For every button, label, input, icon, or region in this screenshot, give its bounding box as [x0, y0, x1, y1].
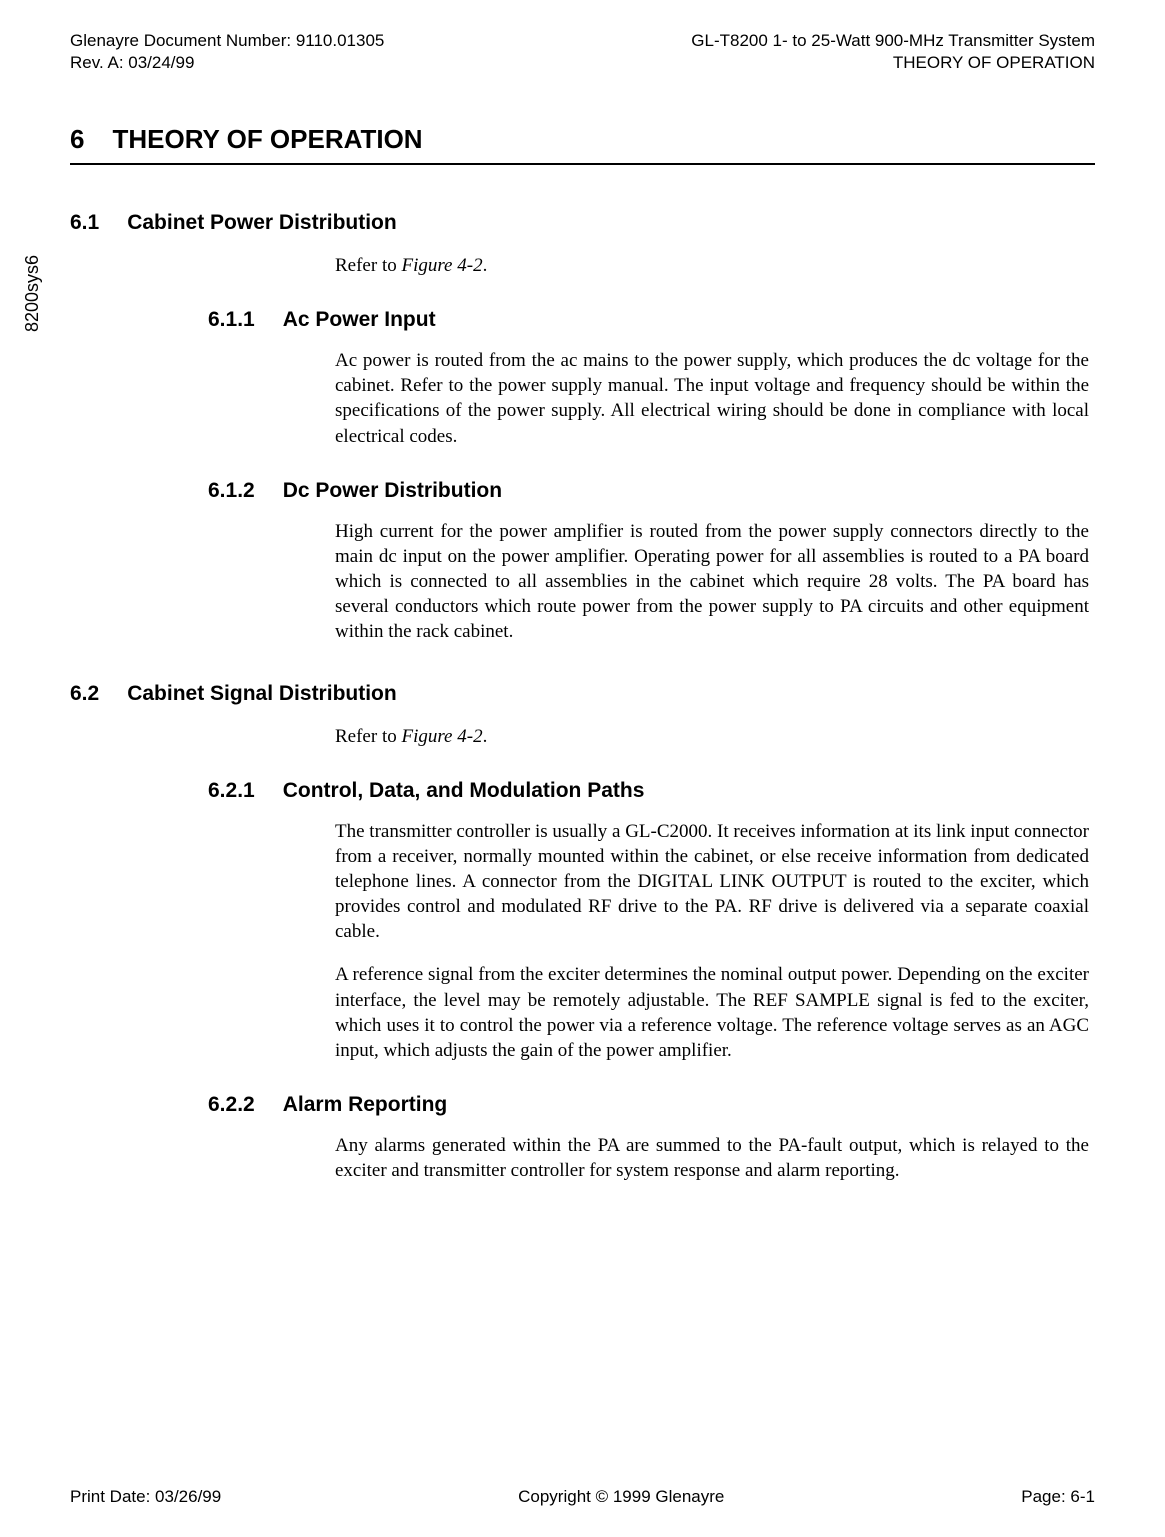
section-6-2: 6.2 Cabinet Signal Distribution — [70, 682, 1095, 706]
s611-p1: Ac power is routed from the ac mains to … — [335, 348, 1089, 448]
section-6-1-2: 6.1.2 Dc Power Distribution — [208, 479, 1095, 503]
section-title: Cabinet Power Distribution — [127, 211, 397, 234]
s622-p1: Any alarms generated within the PA are s… — [335, 1133, 1089, 1183]
section-num: 6.1 — [70, 211, 99, 235]
section-title: Dc Power Distribution — [283, 479, 502, 502]
print-date: Print Date: 03/26/99 — [70, 1487, 221, 1507]
copyright: Copyright © 1999 Glenayre — [518, 1487, 724, 1507]
section-title: Ac Power Input — [283, 308, 436, 331]
section-num: 6.1.2 — [208, 479, 255, 503]
page-number: Page: 6-1 — [1021, 1487, 1095, 1507]
section-title: Control, Data, and Modulation Paths — [283, 779, 645, 802]
intro-prefix: Refer to — [335, 255, 401, 276]
section-6-1: 6.1 Cabinet Power Distribution — [70, 211, 1095, 235]
chapter-title: 6 THEORY OF OPERATION — [70, 124, 1095, 155]
page-footer: Print Date: 03/26/99 Copyright © 1999 Gl… — [70, 1487, 1095, 1507]
chapter-number: 6 — [70, 124, 84, 155]
s61-intro: Refer to Figure 4-2. — [335, 253, 1089, 278]
s621-p1: The transmitter controller is usually a … — [335, 819, 1089, 944]
section-title: Alarm Reporting — [283, 1093, 448, 1116]
chapter-rule — [70, 163, 1095, 165]
intro-prefix: Refer to — [335, 726, 401, 747]
intro-suffix: . — [483, 255, 488, 276]
section-6-2-1: 6.2.1 Control, Data, and Modulation Paths — [208, 779, 1095, 803]
header-left: Glenayre Document Number: 9110.01305 Rev… — [70, 30, 384, 74]
section-num: 6.2.1 — [208, 779, 255, 803]
page-header: Glenayre Document Number: 9110.01305 Rev… — [70, 30, 1095, 74]
section-title: Cabinet Signal Distribution — [127, 682, 397, 705]
s621-p2: A reference signal from the exciter dete… — [335, 962, 1089, 1062]
s62-intro: Refer to Figure 4-2. — [335, 724, 1089, 749]
header-right: GL-T8200 1- to 25-Watt 900-MHz Transmitt… — [691, 30, 1095, 74]
revision: Rev. A: 03/24/99 — [70, 52, 384, 74]
chapter-title-text: THEORY OF OPERATION — [112, 124, 422, 154]
section-num: 6.2 — [70, 682, 99, 706]
section-num: 6.1.1 — [208, 308, 255, 332]
intro-suffix: . — [483, 726, 488, 747]
section-6-2-2: 6.2.2 Alarm Reporting — [208, 1093, 1095, 1117]
section-num: 6.2.2 — [208, 1093, 255, 1117]
figure-ref: Figure 4-2 — [401, 726, 482, 747]
s612-p1: High current for the power amplifier is … — [335, 519, 1089, 644]
section-ref: THEORY OF OPERATION — [691, 52, 1095, 74]
doc-number: Glenayre Document Number: 9110.01305 — [70, 30, 384, 52]
section-6-1-1: 6.1.1 Ac Power Input — [208, 308, 1095, 332]
side-label: 8200sys6 — [22, 255, 43, 332]
figure-ref: Figure 4-2 — [401, 255, 482, 276]
system-title: GL-T8200 1- to 25-Watt 900-MHz Transmitt… — [691, 30, 1095, 52]
